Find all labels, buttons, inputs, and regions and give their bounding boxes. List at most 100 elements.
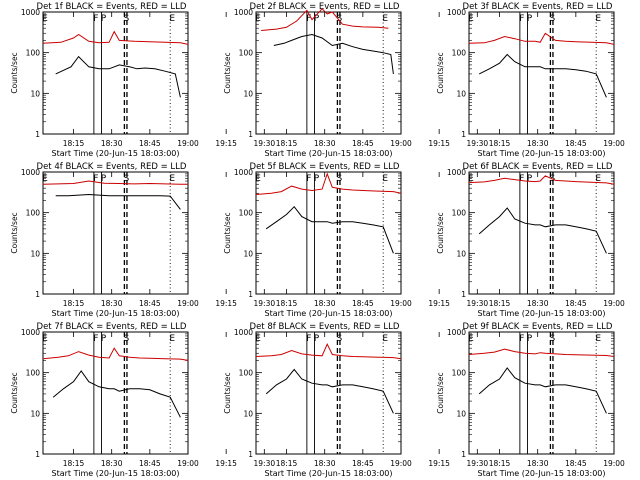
x-tick-label: 19:15 — [215, 299, 237, 308]
plot-frame — [42, 171, 189, 295]
x-axis-label: Start Time (20-Jun-15 18:03:00) — [52, 469, 180, 478]
events-series-line — [478, 53, 607, 98]
marker-label: E — [169, 334, 175, 344]
marker-label: S — [337, 174, 343, 184]
y-tick-label: 1000 — [234, 328, 253, 337]
panel-det-1: Det 1f BLACK = Events, RED = LLD 1 10 100 10… — [10, 2, 275, 158]
x-tick-label: 18:30 — [527, 299, 549, 308]
x-tick-label: 18:15 — [276, 299, 298, 308]
events-series-line — [478, 367, 607, 414]
x-tick-label: 18:15 — [276, 459, 298, 468]
x-tick-label: 18:45 — [352, 139, 374, 148]
x-tick-label: 18:30 — [101, 299, 123, 308]
y-tick-label: 10 — [30, 409, 40, 418]
marker-label: E — [255, 14, 261, 24]
y-tick-label: 100 — [452, 49, 467, 58]
y-axis-label: Counts/sec — [436, 212, 445, 253]
panel-title: Det 4f BLACK = Events, RED = LLD — [37, 162, 187, 172]
panel-det-8: Det 8f BLACK = Events, RED = LLD 1 10 100 10… — [223, 322, 488, 478]
y-axis-label: Counts/sec — [436, 52, 445, 93]
events-series-line — [55, 55, 181, 98]
panel-title: Det 3f BLACK = Events, RED = LLD — [463, 2, 613, 12]
y-axis-label: Counts/sec — [10, 372, 19, 413]
y-tick-label: 1 — [35, 450, 40, 459]
events-series-line — [52, 370, 181, 418]
marker-label: P — [101, 174, 107, 184]
marker-label: E — [468, 14, 474, 24]
marker-label: E — [595, 14, 601, 24]
x-axis-label: Start Time (20-Jun-15 18:03:00) — [52, 149, 180, 158]
marker-label: P — [314, 334, 320, 344]
panel-title: Det 2f BLACK = Events, RED = LLD — [250, 2, 400, 12]
y-tick-label: 1 — [461, 290, 466, 299]
x-tick-label: 18:45 — [139, 139, 161, 148]
lld-series-line — [255, 172, 402, 195]
marker-label: E — [169, 14, 175, 24]
y-tick-label: 10 — [243, 89, 253, 98]
x-tick-label: 18:30 — [101, 459, 123, 468]
x-axis-label: Start Time (20-Jun-15 18:03:00) — [478, 309, 606, 318]
panel-title: Det 6f BLACK = Events, RED = LLD — [463, 162, 613, 172]
marker-label: E — [382, 334, 388, 344]
panel-title: Det 8f BLACK = Events, RED = LLD — [250, 322, 400, 332]
plot-frame — [42, 331, 189, 455]
marker-label: E — [169, 174, 175, 184]
x-tick-label: 19:15 — [215, 459, 237, 468]
y-tick-label: 1000 — [234, 8, 253, 17]
marker-label: F — [93, 14, 98, 24]
y-tick-label: 10 — [456, 89, 466, 98]
y-tick-label: 1 — [35, 290, 40, 299]
x-axis-label: Start Time (20-Jun-15 18:03:00) — [478, 469, 606, 478]
y-tick-label: 1000 — [21, 328, 40, 337]
marker-label: E — [255, 174, 261, 184]
lld-series-line — [261, 8, 389, 31]
y-tick-label: 1000 — [447, 8, 466, 17]
x-tick-label: 19:00 — [390, 459, 412, 468]
y-tick-label: 100 — [239, 49, 254, 58]
marker-label: S — [337, 14, 343, 24]
y-tick-label: 1 — [248, 450, 253, 459]
plot-frame — [42, 11, 189, 135]
lld-series-line — [468, 32, 615, 45]
panel-det-5: Det 5f BLACK = Events, RED = LLD 1 10 100 10… — [223, 162, 488, 318]
x-tick-label: 18:30 — [314, 139, 336, 148]
events-series-line — [265, 205, 394, 254]
x-tick-label: 19:30 — [254, 459, 276, 468]
y-tick-label: 10 — [456, 409, 466, 418]
lld-series-line — [42, 347, 189, 361]
x-tick-label: 18:30 — [314, 299, 336, 308]
x-tick-label: 18:15 — [63, 459, 85, 468]
x-tick-label: 18:15 — [489, 459, 511, 468]
marker-label: P — [527, 174, 533, 184]
x-tick-label: 18:30 — [101, 139, 123, 148]
y-tick-label: 100 — [239, 369, 254, 378]
y-tick-label: 1000 — [447, 328, 466, 337]
x-tick-label: 18:15 — [276, 139, 298, 148]
x-tick-label: 18:15 — [489, 139, 511, 148]
x-tick-label: 19:15 — [428, 459, 450, 468]
x-axis-label: Start Time (20-Jun-15 18:03:00) — [52, 309, 180, 318]
marker-label: S — [337, 334, 343, 344]
marker-label: E — [382, 14, 388, 24]
marker-label: F — [519, 334, 524, 344]
y-tick-label: 1 — [248, 130, 253, 139]
events-series-line — [55, 193, 181, 210]
marker-label: E — [255, 334, 261, 344]
x-tick-label: 18:45 — [565, 459, 587, 468]
x-tick-label: 19:00 — [177, 139, 199, 148]
y-axis-label: Counts/sec — [223, 52, 232, 93]
marker-label: S — [124, 174, 130, 184]
x-tick-label: 18:15 — [63, 299, 85, 308]
marker-label: P — [314, 14, 320, 24]
y-tick-label: 1 — [248, 290, 253, 299]
marker-label: F — [93, 334, 98, 344]
marker-label: P — [527, 14, 533, 24]
x-tick-label: 19:30 — [467, 139, 489, 148]
marker-label: S — [124, 14, 130, 24]
panel-det-7: Det 7f BLACK = Events, RED = LLD 1 10 100 10… — [10, 322, 275, 478]
marker-label: E — [468, 334, 474, 344]
x-tick-label: 19:00 — [603, 139, 625, 148]
x-tick-label: 19:15 — [428, 299, 450, 308]
panel-title: Det 1f BLACK = Events, RED = LLD — [37, 2, 187, 12]
lld-series-line — [42, 180, 188, 185]
